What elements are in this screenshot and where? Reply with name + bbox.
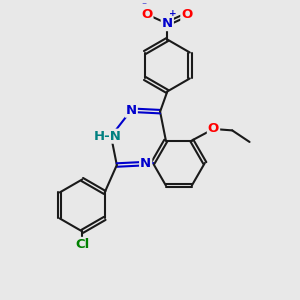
Text: Cl: Cl [75,238,89,251]
Text: ⁻: ⁻ [141,1,146,11]
Text: O: O [181,8,193,22]
Text: O: O [208,122,219,136]
Text: O: O [141,8,152,22]
Text: N: N [162,17,173,30]
Text: N: N [126,104,137,117]
Text: +: + [169,9,177,18]
Text: N: N [140,157,151,170]
Text: H-N: H-N [93,130,121,143]
